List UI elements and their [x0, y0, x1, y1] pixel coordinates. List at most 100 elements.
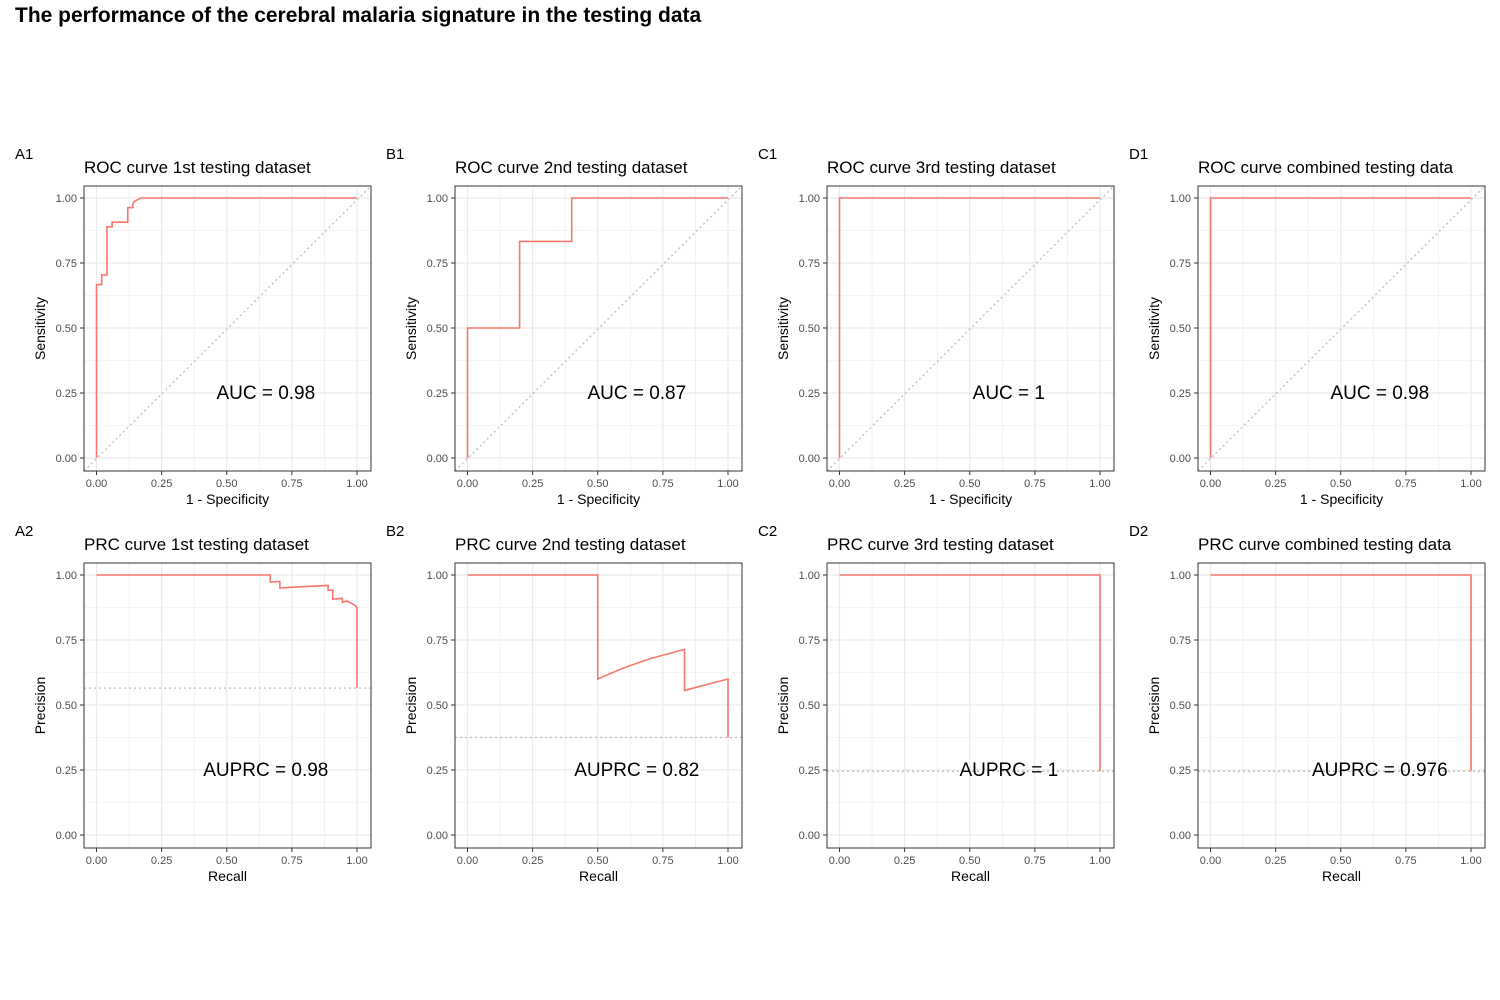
panel-title: PRC curve 2nd testing dataset — [455, 535, 686, 554]
x-tick-label: 0.50 — [587, 855, 608, 867]
y-tick-label: 1.00 — [1170, 193, 1191, 205]
x-tick-label: 0.50 — [587, 478, 608, 490]
panel-tag: A2 — [15, 523, 33, 540]
y-tick-label: 0.50 — [56, 700, 77, 712]
y-tick-label: 0.50 — [799, 323, 820, 335]
auc-annotation: AUPRC = 1 — [959, 760, 1058, 781]
series-line — [1210, 574, 1472, 772]
y-axis-label: Precision — [775, 677, 791, 735]
x-tick-label: 0.00 — [457, 478, 478, 490]
x-axis-label: 1 - Specificity — [186, 491, 269, 507]
y-tick-label: 0.50 — [1170, 700, 1191, 712]
y-tick-label: 0.75 — [56, 258, 77, 270]
y-tick-label: 0.00 — [799, 830, 820, 842]
y-tick-label: 0.25 — [799, 765, 820, 777]
panel-title: ROC curve 2nd testing dataset — [455, 158, 688, 177]
x-tick-label: 0.00 — [86, 478, 107, 490]
x-axis-label: Recall — [579, 868, 618, 884]
x-tick-label: 0.75 — [652, 855, 673, 867]
y-tick-label: 0.00 — [799, 453, 820, 465]
y-tick-label: 0.75 — [56, 635, 77, 647]
panel-a1: A1 ROC curve 1st testing dataset 0.00 0.00 0… — [15, 146, 372, 507]
x-tick-label: 1.00 — [717, 855, 738, 867]
series-line — [839, 574, 1101, 772]
y-axis-label: Precision — [403, 677, 419, 735]
y-axis-label: Sensitivity — [32, 297, 48, 360]
y-tick-label: 1.00 — [427, 193, 448, 205]
panel-title: PRC curve 1st testing dataset — [84, 535, 309, 554]
auc-annotation: AUC = 0.87 — [587, 383, 686, 404]
x-tick-label: 0.00 — [86, 855, 107, 867]
x-tick-label: 0.25 — [1265, 855, 1286, 867]
x-tick-label: 1.00 — [1460, 855, 1481, 867]
y-axis-label: Sensitivity — [775, 297, 791, 360]
x-axis-label: Recall — [208, 868, 247, 884]
series-line — [466, 197, 728, 458]
x-tick-label: 1.00 — [717, 478, 738, 490]
panel-tag: C1 — [758, 146, 777, 163]
x-tick-label: 0.75 — [1024, 478, 1045, 490]
x-tick-label: 0.75 — [1395, 478, 1416, 490]
x-tick-label: 1.00 — [346, 478, 367, 490]
panel-b1: B1 ROC curve 2nd testing dataset 0.00 0.00 0… — [386, 146, 743, 507]
panel-title: PRC curve 3rd testing dataset — [827, 535, 1054, 554]
y-tick-label: 0.00 — [56, 830, 77, 842]
panel-title: PRC curve combined testing data — [1198, 535, 1452, 554]
series-line — [1209, 197, 1471, 458]
y-tick-label: 0.50 — [427, 323, 448, 335]
panel-border — [454, 562, 743, 849]
panel-d2: D2 PRC curve combined testing data 0.00 0.0… — [1129, 523, 1486, 884]
figure-title: The performance of the cerebral malaria … — [15, 4, 702, 27]
x-tick-label: 0.50 — [1330, 855, 1351, 867]
panel-a2: A2 PRC curve 1st testing dataset 0.00 0.00 0… — [15, 523, 372, 884]
x-axis-label: 1 - Specificity — [1300, 491, 1383, 507]
panel-tag: B1 — [386, 146, 404, 163]
y-tick-label: 0.25 — [56, 765, 77, 777]
series-line — [96, 574, 358, 689]
y-tick-label: 0.75 — [799, 258, 820, 270]
panel-title: ROC curve 1st testing dataset — [84, 158, 311, 177]
x-tick-label: 0.75 — [652, 478, 673, 490]
x-tick-label: 0.50 — [959, 478, 980, 490]
x-tick-label: 1.00 — [1089, 855, 1110, 867]
panel-title: ROC curve combined testing data — [1198, 158, 1454, 177]
panel-c1: C1 ROC curve 3rd testing dataset 0.00 0.00 0… — [758, 146, 1115, 507]
x-tick-label: 0.00 — [1200, 478, 1221, 490]
y-axis-label: Sensitivity — [403, 297, 419, 360]
panel-tag: D1 — [1129, 146, 1148, 163]
panel-tag: A1 — [15, 146, 33, 163]
x-tick-label: 0.25 — [894, 855, 915, 867]
panel-b2: B2 PRC curve 2nd testing dataset 0.00 0.00 0… — [386, 523, 743, 884]
x-tick-label: 0.00 — [829, 855, 850, 867]
y-tick-label: 0.00 — [56, 453, 77, 465]
y-tick-label: 0.25 — [1170, 765, 1191, 777]
x-tick-label: 1.00 — [1460, 478, 1481, 490]
x-tick-label: 0.50 — [959, 855, 980, 867]
x-tick-label: 0.00 — [829, 478, 850, 490]
y-tick-label: 0.50 — [427, 700, 448, 712]
y-tick-label: 0.25 — [56, 388, 77, 400]
x-axis-label: Recall — [1322, 868, 1361, 884]
y-axis-label: Precision — [32, 677, 48, 735]
y-tick-label: 0.75 — [1170, 635, 1191, 647]
panel-tag: C2 — [758, 523, 777, 540]
y-tick-label: 0.25 — [427, 388, 448, 400]
y-tick-label: 0.75 — [1170, 258, 1191, 270]
x-tick-label: 0.75 — [281, 855, 302, 867]
auc-annotation: AUC = 0.98 — [1330, 383, 1429, 404]
panel-tag: B2 — [386, 523, 404, 540]
y-tick-label: 0.75 — [427, 258, 448, 270]
x-tick-label: 1.00 — [346, 855, 367, 867]
y-tick-label: 0.00 — [427, 453, 448, 465]
auc-annotation: AUC = 0.98 — [216, 383, 315, 404]
panel-border — [1197, 185, 1486, 472]
x-tick-label: 0.25 — [522, 855, 543, 867]
y-tick-label: 0.75 — [799, 635, 820, 647]
x-tick-label: 0.00 — [1200, 855, 1221, 867]
panel-border — [83, 185, 372, 472]
y-tick-label: 0.50 — [56, 323, 77, 335]
panel-c2: C2 PRC curve 3rd testing dataset 0.00 0.00 0… — [758, 523, 1115, 884]
panel-d1: D1 ROC curve combined testing data 0.00 0.0… — [1129, 146, 1486, 507]
series-line — [467, 574, 729, 738]
